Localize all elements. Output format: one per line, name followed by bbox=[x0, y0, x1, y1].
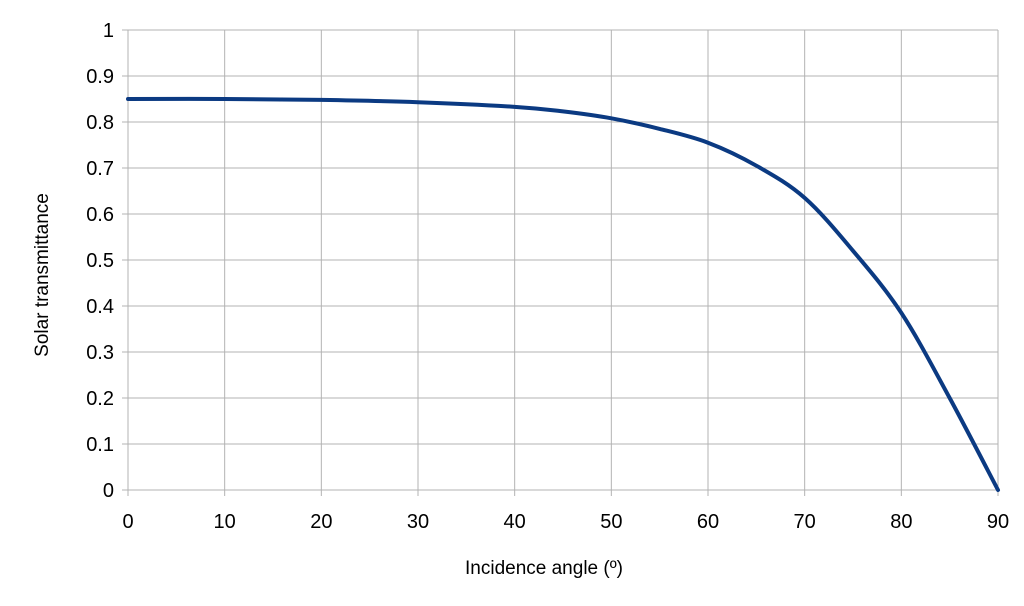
y-axis-title: Solar transmittance bbox=[32, 193, 53, 357]
y-tick-label: 0.6 bbox=[86, 204, 114, 226]
y-tick-label: 0.4 bbox=[86, 296, 114, 318]
y-tick-label: 0.7 bbox=[86, 158, 114, 180]
y-tick-label: 0.9 bbox=[86, 66, 114, 88]
y-tick-label: 0.1 bbox=[86, 434, 114, 456]
x-tick-label: 80 bbox=[890, 511, 912, 533]
x-tick-label: 40 bbox=[504, 511, 526, 533]
y-tick-label: 1 bbox=[103, 20, 114, 42]
y-tick-label: 0.8 bbox=[86, 112, 114, 134]
y-tick-label: 0.2 bbox=[86, 388, 114, 410]
axes bbox=[127, 30, 998, 491]
x-tick-label: 50 bbox=[600, 511, 622, 533]
x-tick-label: 20 bbox=[310, 511, 332, 533]
x-tick-label: 70 bbox=[794, 511, 816, 533]
x-tick-label: 60 bbox=[697, 511, 719, 533]
series-line-0 bbox=[126, 96, 1000, 492]
tick-labels: 0 10 20 30 40 50 60 70 80 90 0 0.1 0.2 0.3 0.4 0.5 0.6 0.… bbox=[86, 20, 1009, 533]
x-axis-title: Incidence angle (º) bbox=[465, 558, 623, 579]
x-tick-label: 90 bbox=[987, 511, 1009, 533]
y-tick-label: 0.5 bbox=[86, 250, 114, 272]
x-tick-label: 0 bbox=[122, 511, 133, 533]
y-tick-label: 0.3 bbox=[86, 342, 114, 364]
y-tick-label: 0 bbox=[103, 480, 114, 502]
x-tick-label: 30 bbox=[407, 511, 429, 533]
series bbox=[126, 96, 1000, 492]
x-tick-label: 10 bbox=[214, 511, 236, 533]
